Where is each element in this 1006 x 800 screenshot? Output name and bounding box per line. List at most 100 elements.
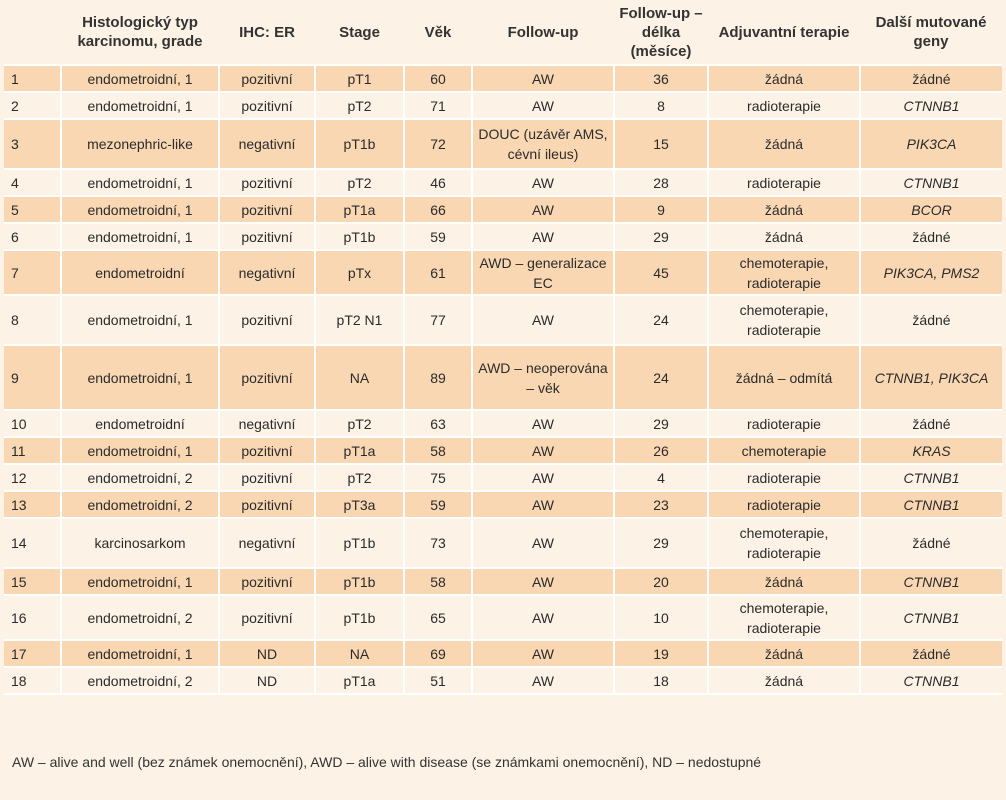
cell-follow-up-length: 19 <box>614 640 709 668</box>
cell-adjuvant-therapy: žádná – odmítá <box>708 345 861 411</box>
cell-follow-up: AW <box>472 491 615 519</box>
table-row: 10 endometroidní negativní pT2 63 AW 29 radiote… <box>4 410 1002 438</box>
cell-number: 15 <box>4 568 62 596</box>
table-row: 4 endometroidní, 1 pozitivní pT2 46 AW 28 radio… <box>4 169 1002 197</box>
cell-ihc-er: ND <box>219 667 316 695</box>
cell-follow-up: AW <box>472 92 615 120</box>
cell-ihc-er: pozitivní <box>219 169 316 197</box>
cell-adjuvant-therapy: žádná <box>708 640 861 668</box>
cell-age: 65 <box>404 595 473 641</box>
cell-number: 3 <box>4 119 62 170</box>
cell-stage: pT1b <box>315 568 405 596</box>
cell-age: 60 <box>404 65 473 93</box>
cell-histology: endometroidní, 2 <box>61 595 220 641</box>
cell-stage: pT2 N1 <box>315 295 405 346</box>
cell-stage: pT1a <box>315 437 405 465</box>
cell-adjuvant-therapy: radioterapie <box>708 410 861 438</box>
cell-adjuvant-therapy: chemoterapie, radioterapie <box>708 595 861 641</box>
cell-follow-up-length: 45 <box>614 250 709 296</box>
cell-histology: endometroidní, 1 <box>61 223 220 251</box>
cell-follow-up-length: 28 <box>614 169 709 197</box>
cell-stage: pTx <box>315 250 405 296</box>
cell-stage: pT2 <box>315 92 405 120</box>
cell-number: 1 <box>4 65 62 93</box>
cell-stage: pT2 <box>315 169 405 197</box>
table-row: 13 endometroidní, 2 pozitivní pT3a 59 AW 23 rad… <box>4 491 1002 519</box>
table-row: 16 endometroidní, 2 pozitivní pT1b 65 AW 10 che… <box>4 595 1002 641</box>
cell-follow-up-length: 24 <box>614 295 709 346</box>
cell-number: 18 <box>4 667 62 695</box>
cell-follow-up: DOUC (uzávěr AMS, cévní ileus) <box>472 119 615 170</box>
cell-adjuvant-therapy: radioterapie <box>708 169 861 197</box>
cell-stage: pT1b <box>315 518 405 569</box>
cell-ihc-er: negativní <box>219 410 316 438</box>
cell-histology: endometroidní, 1 <box>61 345 220 411</box>
cell-mutated-genes: KRAS <box>860 437 1002 465</box>
cell-ihc-er: pozitivní <box>219 464 316 492</box>
cell-histology: endometroidní, 1 <box>61 92 220 120</box>
cell-number: 5 <box>4 196 62 224</box>
cell-histology: endometroidní, 1 <box>61 568 220 596</box>
cell-number: 13 <box>4 491 62 519</box>
cell-follow-up: AW <box>472 667 615 695</box>
cell-adjuvant-therapy: žádná <box>708 119 861 170</box>
cell-follow-up-length: 4 <box>614 464 709 492</box>
table-row: 12 endometroidní, 2 pozitivní pT2 75 AW 4 radio… <box>4 464 1002 492</box>
cell-follow-up-length: 18 <box>614 667 709 695</box>
cell-stage: pT1a <box>315 667 405 695</box>
footnote: AW – alive and well (bez známek onemocně… <box>12 754 762 770</box>
cell-follow-up-length: 9 <box>614 196 709 224</box>
cell-mutated-genes: žádné <box>860 295 1002 346</box>
cell-follow-up-length: 36 <box>614 65 709 93</box>
cell-histology: endometroidní, 2 <box>61 464 220 492</box>
cell-age: 73 <box>404 518 473 569</box>
cell-adjuvant-therapy: žádná <box>708 568 861 596</box>
table-body: 1 endometroidní, 1 pozitivní pT1 60 AW 36 žádná… <box>4 65 1002 695</box>
cell-number: 9 <box>4 345 62 411</box>
cell-follow-up-length: 29 <box>614 518 709 569</box>
cell-number: 14 <box>4 518 62 569</box>
cell-histology: endometroidní, 2 <box>61 491 220 519</box>
cell-stage: pT1 <box>315 65 405 93</box>
cell-histology: endometroidní, 2 <box>61 667 220 695</box>
cell-age: 59 <box>404 491 473 519</box>
cell-number: 16 <box>4 595 62 641</box>
cell-stage: NA <box>315 640 405 668</box>
cell-stage: pT3a <box>315 491 405 519</box>
cell-number: 4 <box>4 169 62 197</box>
cell-mutated-genes: CTNNB1 <box>860 92 1002 120</box>
cell-age: 58 <box>404 568 473 596</box>
cell-mutated-genes: BCOR <box>860 196 1002 224</box>
cell-stage: pT2 <box>315 464 405 492</box>
cell-stage: pT1a <box>315 196 405 224</box>
cell-adjuvant-therapy: chemoterapie <box>708 437 861 465</box>
cell-ihc-er: pozitivní <box>219 92 316 120</box>
cell-number: 6 <box>4 223 62 251</box>
cell-mutated-genes: žádné <box>860 640 1002 668</box>
cell-follow-up-length: 23 <box>614 491 709 519</box>
cell-adjuvant-therapy: žádná <box>708 196 861 224</box>
cell-adjuvant-therapy: žádná <box>708 667 861 695</box>
cell-age: 46 <box>404 169 473 197</box>
cell-mutated-genes: PIK3CA <box>860 119 1002 170</box>
cell-stage: pT1b <box>315 223 405 251</box>
cell-adjuvant-therapy: chemoterapie, radioterapie <box>708 250 861 296</box>
cell-ihc-er: pozitivní <box>219 595 316 641</box>
cell-histology: endometroidní, 1 <box>61 196 220 224</box>
cell-mutated-genes: CTNNB1 <box>860 464 1002 492</box>
cell-age: 63 <box>404 410 473 438</box>
cell-follow-up-length: 8 <box>614 92 709 120</box>
cell-adjuvant-therapy: radioterapie <box>708 92 861 120</box>
cell-ihc-er: negativní <box>219 119 316 170</box>
table-row: 18 endometroidní, 2 ND pT1a 51 AW 18 žádná CTNNB… <box>4 667 1002 695</box>
cell-follow-up-length: 15 <box>614 119 709 170</box>
table-row: 5 endometroidní, 1 pozitivní pT1a 66 AW 9 žádná… <box>4 196 1002 224</box>
table-row: 11 endometroidní, 1 pozitivní pT1a 58 AW 26 che… <box>4 437 1002 465</box>
cell-age: 69 <box>404 640 473 668</box>
header-stage: Stage <box>315 0 404 66</box>
cell-mutated-genes: žádné <box>860 65 1002 93</box>
cell-mutated-genes: PIK3CA, PMS2 <box>860 250 1002 296</box>
table-row: 3 mezonephric-like negativní pT1b 72 DOUC (uz… <box>4 119 1002 170</box>
header-mutated-genes: Další mutované geny <box>860 0 1002 66</box>
cell-follow-up: AW <box>472 169 615 197</box>
